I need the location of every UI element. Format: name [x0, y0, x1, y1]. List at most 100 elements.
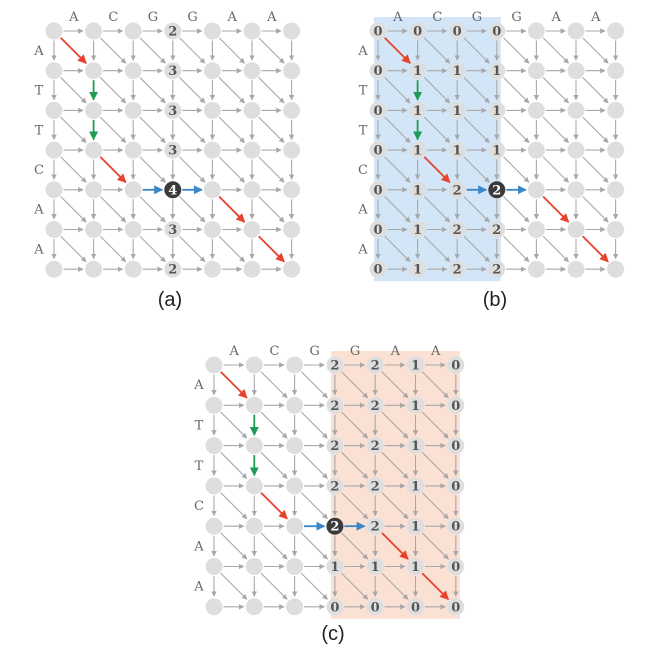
graph-node [409, 62, 427, 80]
path-edge-red [384, 37, 411, 64]
graph-edge [384, 196, 411, 223]
graph-node [283, 260, 301, 278]
graph-node [607, 62, 625, 80]
node-value: 4 [168, 183, 177, 198]
node-value: 1 [411, 359, 420, 374]
graph-node [409, 22, 427, 40]
graph-node [286, 477, 304, 495]
graph-edge [300, 532, 328, 560]
graph-node [124, 22, 142, 40]
graph-node [407, 396, 424, 414]
graph-node [203, 141, 221, 159]
graph-node [567, 62, 585, 80]
graph-node [205, 356, 223, 374]
top-sequence-letter: C [269, 344, 279, 359]
node-value: 0 [373, 144, 382, 159]
graph-node [243, 181, 261, 199]
graph-node [164, 22, 182, 40]
graph-edge [381, 371, 409, 399]
graph-node [369, 62, 387, 80]
graph-node [243, 62, 261, 80]
left-sequence-letter: C [194, 499, 204, 514]
node-value: 0 [451, 399, 460, 414]
graph-node [203, 181, 221, 199]
graph-edge [503, 77, 530, 104]
path-edge-red [220, 371, 248, 399]
path-edge-red [423, 156, 451, 184]
graph-node [447, 477, 465, 495]
node-value: 2 [492, 263, 501, 278]
graph-node [366, 396, 384, 414]
graph-node [567, 221, 585, 238]
node-value: 3 [168, 104, 177, 119]
graph-node [286, 517, 304, 535]
graph-node [488, 22, 506, 40]
left-sequence-letter: A [33, 44, 44, 59]
graph-edge [60, 156, 87, 183]
graph-node [326, 396, 344, 414]
node-value: 1 [413, 183, 422, 198]
left-sequence-letter: T [195, 459, 204, 474]
graph-edge [179, 77, 206, 104]
graph-edge [60, 77, 87, 104]
graph-edge [179, 235, 206, 263]
graph-node [205, 477, 223, 495]
graph-node [448, 62, 466, 80]
graph-node [124, 181, 142, 199]
node-value: 0 [411, 600, 420, 615]
graph-node [203, 101, 221, 119]
node-value: 2 [492, 223, 501, 238]
graph-edge [218, 37, 245, 64]
graph-node [85, 101, 103, 119]
graph-edge [300, 492, 328, 520]
panel-b: 0 0 0 0 0 1 1 1 0 1 1 1 0 1 1 1 0 1 2 2 0 1 2 2 0 1 2 2 A C G G A A A T T C A A [357, 10, 625, 282]
graph-node [124, 141, 142, 159]
node-value: 2 [168, 263, 177, 278]
graph-node [245, 396, 263, 414]
left-sequence-letter: C [34, 163, 44, 178]
left-sequence-letter: A [357, 44, 368, 59]
graph-node [205, 437, 223, 455]
graph-edge [542, 235, 569, 263]
graph-edge [421, 411, 449, 439]
path-edge-red [260, 491, 288, 520]
graph-node [203, 62, 221, 80]
graph-node [243, 101, 261, 119]
top-sequence-letter: A [551, 10, 562, 25]
graph-node [326, 517, 344, 535]
node-value: 1 [411, 560, 420, 575]
graph-node [448, 22, 466, 40]
graph-edge [384, 77, 411, 104]
graph-node [326, 356, 344, 374]
graph-edge [582, 116, 609, 144]
node-value: 2 [453, 263, 462, 278]
graph-node [286, 558, 304, 575]
graph-edge [300, 411, 328, 439]
graph-edge [139, 37, 166, 64]
graph-edge [421, 532, 449, 560]
graph-node [607, 22, 625, 40]
graph-node [607, 260, 625, 278]
graph-edge [260, 572, 288, 600]
left-sequence-letter: T [35, 123, 44, 138]
graph-edge [384, 116, 411, 144]
node-value: 1 [411, 399, 420, 414]
top-sequence-letter: A [390, 344, 401, 359]
node-value: 2 [371, 520, 380, 535]
graph-node [607, 141, 625, 159]
left-sequence-letter: T [195, 418, 204, 433]
graph-edge [220, 451, 248, 479]
graph-node [286, 437, 304, 455]
graph-edge [423, 37, 451, 64]
graph-node [448, 260, 466, 278]
left-sequence-letter: A [193, 580, 204, 595]
top-sequence-letter: C [108, 10, 118, 25]
graph-edge [139, 196, 166, 223]
graph-edge [99, 77, 127, 104]
node-value: 1 [413, 104, 422, 119]
node-value: 0 [330, 600, 339, 615]
caption-b: (b) [483, 289, 507, 311]
graph-edge [503, 235, 530, 263]
graph-node [527, 221, 545, 238]
